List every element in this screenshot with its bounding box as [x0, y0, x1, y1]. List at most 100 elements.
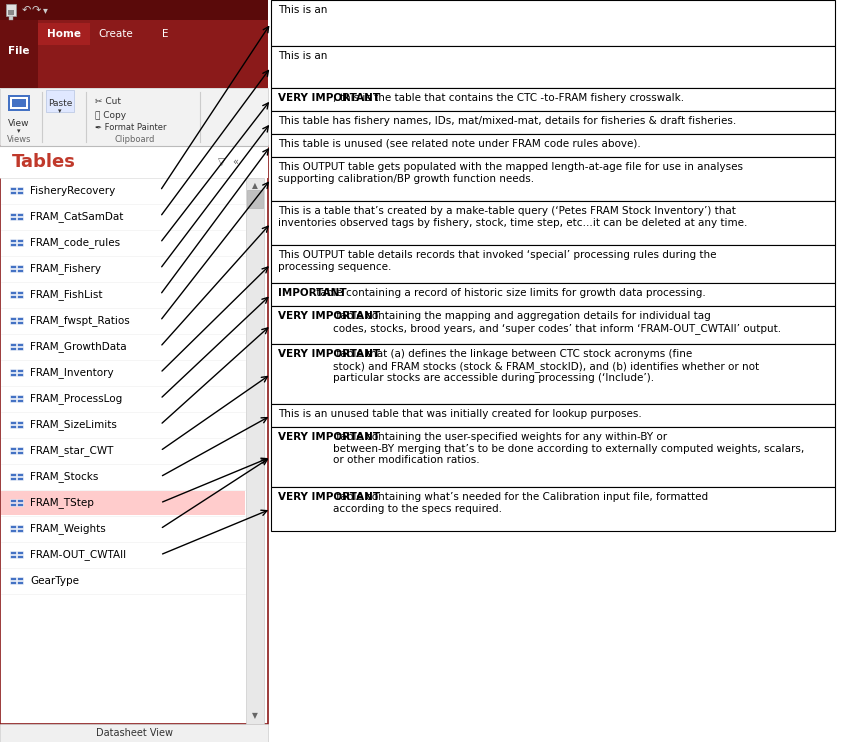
Text: Home: Home — [47, 29, 81, 39]
Bar — [10, 551, 16, 554]
Bar — [271, 344, 835, 404]
Text: ▾: ▾ — [17, 128, 21, 134]
Text: ↷: ↷ — [32, 5, 41, 15]
Bar — [10, 217, 16, 220]
Bar — [17, 369, 23, 372]
Text: Tables: Tables — [12, 153, 76, 171]
Bar — [271, 427, 835, 487]
Text: FisheryRecovery: FisheryRecovery — [30, 186, 115, 196]
Bar — [0, 20, 268, 88]
Text: This OUTPUT table details records that invoked ‘special’ processing rules during: This OUTPUT table details records that i… — [278, 250, 717, 272]
Text: «: « — [232, 157, 238, 167]
Text: ▾: ▾ — [43, 5, 48, 15]
Bar — [247, 190, 263, 208]
Bar — [10, 295, 16, 298]
Bar — [17, 473, 23, 476]
Bar — [10, 213, 16, 216]
Bar — [271, 111, 835, 134]
Bar — [10, 421, 16, 424]
Text: VERY IMPORTANT: VERY IMPORTANT — [278, 349, 380, 359]
Text: ▲: ▲ — [252, 182, 258, 191]
Bar — [271, 157, 835, 201]
Bar — [0, 146, 268, 724]
Text: This is an unused table that was initially created for lookup purposes.: This is an unused table that was initial… — [278, 409, 642, 419]
Text: E: E — [162, 29, 169, 39]
Bar — [17, 317, 23, 320]
Bar — [17, 525, 23, 528]
Text: This OUTPUT table gets populated with the mapped length-at-age file for use in a: This OUTPUT table gets populated with th… — [278, 162, 743, 183]
Bar — [0, 0, 268, 20]
Bar — [0, 20, 38, 88]
Bar — [17, 581, 23, 584]
Text: This table is unused (see related note under FRAM code rules above).: This table is unused (see related note u… — [278, 139, 641, 149]
Bar — [10, 317, 16, 320]
Text: This is a table that’s created by a make-table query (‘Petes FRAM Stock Inventor: This is a table that’s created by a make… — [278, 206, 748, 228]
Bar — [17, 217, 23, 220]
Bar — [10, 577, 16, 580]
Bar — [17, 347, 23, 350]
Text: table containing what’s needed for the Calibration input file, formatted
accordi: table containing what’s needed for the C… — [333, 492, 708, 513]
Bar — [46, 90, 74, 112]
Bar — [17, 451, 23, 454]
Text: Datasheet View: Datasheet View — [95, 728, 173, 738]
Bar — [246, 178, 264, 724]
Text: This is an: This is an — [278, 5, 330, 15]
Bar — [10, 239, 16, 242]
Bar — [17, 373, 23, 376]
Text: FRAM_CatSamDat: FRAM_CatSamDat — [30, 211, 123, 223]
Text: IMPORTANT: IMPORTANT — [278, 288, 346, 298]
Bar — [271, 88, 835, 111]
Bar — [10, 243, 16, 246]
Bar — [10, 97, 28, 109]
Bar — [17, 447, 23, 450]
Bar — [271, 404, 835, 427]
Text: table containing a record of historic size limits for growth data processing.: table containing a record of historic si… — [313, 288, 706, 298]
Text: VERY IMPORTANT: VERY IMPORTANT — [278, 93, 380, 103]
Text: table that (a) defines the linkage between CTC stock acronyms (fine
stock) and F: table that (a) defines the linkage betwe… — [333, 349, 759, 383]
Bar — [10, 425, 16, 428]
Bar — [10, 525, 16, 528]
Bar — [10, 555, 16, 558]
Bar — [1, 491, 245, 515]
Text: FRAM_fwspt_Ratios: FRAM_fwspt_Ratios — [30, 315, 130, 326]
Text: FRAM_code_rules: FRAM_code_rules — [30, 237, 120, 249]
Text: View: View — [8, 119, 30, 128]
Text: FRAM-OUT_CWTAll: FRAM-OUT_CWTAll — [30, 550, 126, 560]
Text: FRAM_FishList: FRAM_FishList — [30, 289, 103, 301]
Text: FRAM_Stocks: FRAM_Stocks — [30, 472, 99, 482]
Text: ▾: ▾ — [58, 108, 62, 114]
Text: FRAM_GrowthData: FRAM_GrowthData — [30, 341, 126, 352]
Bar — [17, 395, 23, 398]
Text: FRAM_Inventory: FRAM_Inventory — [30, 367, 114, 378]
Bar — [10, 529, 16, 532]
Bar — [17, 239, 23, 242]
Bar — [0, 88, 268, 146]
Bar — [271, 283, 835, 306]
Text: ↶: ↶ — [22, 5, 31, 15]
Bar — [10, 395, 16, 398]
Text: FRAM_ProcessLog: FRAM_ProcessLog — [30, 393, 122, 404]
Bar — [10, 503, 16, 506]
Bar — [17, 421, 23, 424]
Bar — [10, 373, 16, 376]
Text: table containing the user-specified weights for any within-BY or
between-BY merg: table containing the user-specified weig… — [333, 432, 804, 465]
Bar — [17, 269, 23, 272]
Bar — [271, 46, 835, 88]
Text: ▽: ▽ — [218, 157, 225, 167]
Text: Paste: Paste — [48, 99, 72, 108]
Bar — [17, 191, 23, 194]
Text: Clipboard: Clipboard — [115, 136, 155, 145]
Bar — [271, 0, 835, 46]
Text: FRAM_SizeLimits: FRAM_SizeLimits — [30, 419, 117, 430]
Bar — [10, 477, 16, 480]
Bar — [17, 243, 23, 246]
Bar — [10, 265, 16, 268]
Bar — [10, 343, 16, 346]
Bar — [17, 399, 23, 402]
Bar — [17, 477, 23, 480]
Bar — [10, 581, 16, 584]
Text: ⎘ Copy: ⎘ Copy — [95, 111, 126, 119]
Bar — [17, 213, 23, 216]
Bar — [38, 23, 90, 45]
Text: Create: Create — [99, 29, 133, 39]
